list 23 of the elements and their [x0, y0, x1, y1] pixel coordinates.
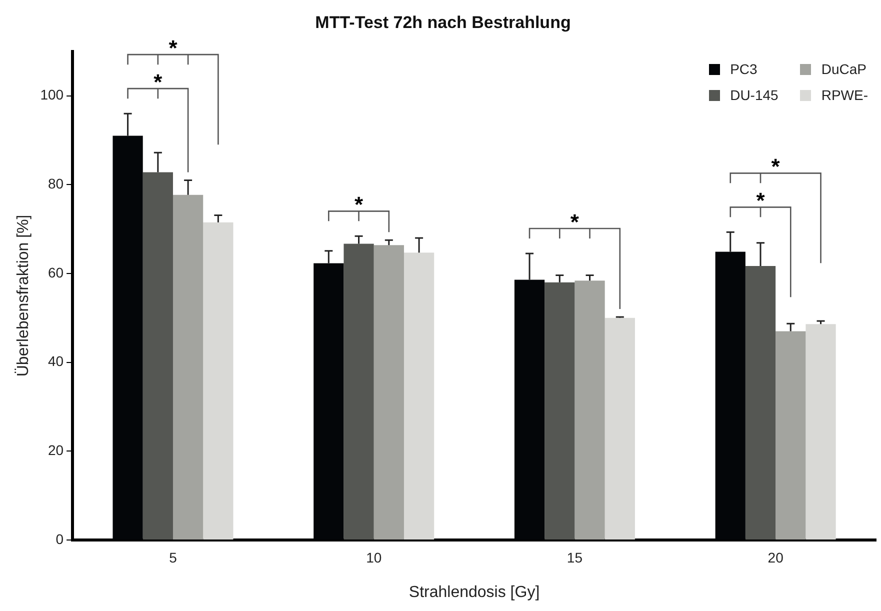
annotation: * — [756, 188, 766, 214]
x-tick-label: 20 — [768, 549, 784, 566]
x-axis-title: Strahlendosis [Gy] — [408, 584, 540, 601]
legend-label: DuCaP — [821, 61, 866, 78]
x-tick-label: 15 — [566, 549, 583, 566]
legend-label: PC3 — [730, 61, 758, 78]
annotation: * — [354, 192, 364, 218]
y-axis-title: Überlebensfraktion [%] — [14, 214, 32, 377]
annotation: * — [168, 36, 178, 61]
legend-label: DU-145 — [730, 87, 778, 104]
y-tick-label: 80 — [48, 176, 64, 192]
x-tick-label: 10 — [366, 549, 382, 566]
legend-label: RPWE- — [821, 87, 868, 104]
annotation: * — [154, 70, 163, 95]
chart-title: MTT-Test 72h nach Bestrahlung — [315, 12, 571, 32]
y-tick-label: 0 — [56, 530, 64, 547]
annotation: * — [771, 154, 780, 180]
y-tick-label: 40 — [48, 353, 64, 370]
annotation: * — [570, 210, 580, 235]
y-tick-label: 60 — [48, 264, 64, 280]
y-tick-label: 100 — [40, 86, 64, 103]
x-tick-label: 5 — [169, 549, 178, 566]
y-tick-label: 20 — [48, 442, 64, 458]
